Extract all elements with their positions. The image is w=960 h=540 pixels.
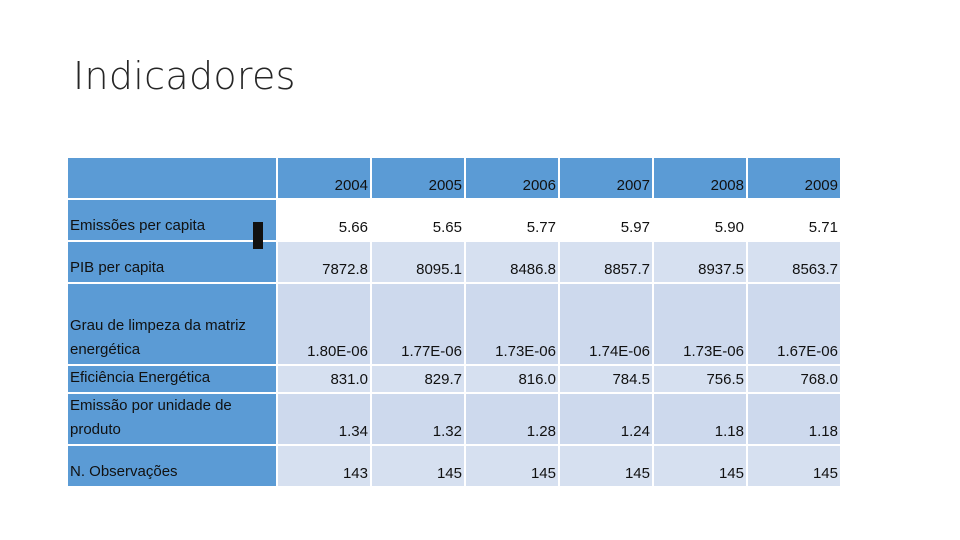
table-cell: 5.77: [466, 200, 558, 240]
table-cell: 5.90: [654, 200, 746, 240]
indicators-table: 2004 2005 2006 2007 2008 2009 Emissões p…: [66, 156, 842, 488]
table-cell: 143: [278, 446, 370, 486]
year-header: 2004: [278, 158, 370, 198]
table-cell: 829.7: [372, 366, 464, 392]
table-cell: 5.97: [560, 200, 652, 240]
table-cell: 756.5: [654, 366, 746, 392]
row-label: Eficiência Energética: [68, 366, 276, 392]
table-cell: 1.18: [654, 394, 746, 444]
table-cell: 8563.7: [748, 242, 840, 282]
table-row: PIB per capita 7872.8 8095.1 8486.8 8857…: [68, 242, 840, 282]
table-cell: 1.73E-06: [466, 284, 558, 364]
row-label: N. Observações: [68, 446, 276, 486]
table-cell: 1.74E-06: [560, 284, 652, 364]
year-header: 2007: [560, 158, 652, 198]
corner-cell: [68, 158, 276, 198]
table-cell: 7872.8: [278, 242, 370, 282]
table-row: Grau de limpeza da matriz energética 1.8…: [68, 284, 840, 364]
table-cell: 1.28: [466, 394, 558, 444]
year-header: 2008: [654, 158, 746, 198]
year-header: 2005: [372, 158, 464, 198]
table-header-row: 2004 2005 2006 2007 2008 2009: [68, 158, 840, 198]
table-row: Emissões per capita 5.66 5.65 5.77 5.97 …: [68, 200, 840, 240]
table-cell: 145: [466, 446, 558, 486]
table-cell: 145: [372, 446, 464, 486]
row-label: Grau de limpeza da matriz energética: [68, 284, 276, 364]
row-label: Emissões per capita: [68, 200, 276, 240]
table-cell: 1.24: [560, 394, 652, 444]
table-cell: 768.0: [748, 366, 840, 392]
table-cell: 5.66: [278, 200, 370, 240]
table-cell: 5.71: [748, 200, 840, 240]
year-header: 2006: [466, 158, 558, 198]
row-label: Emissão por unidade de produto: [68, 394, 276, 444]
table-cell: 1.34: [278, 394, 370, 444]
table-cell: 1.80E-06: [278, 284, 370, 364]
black-marker: [253, 222, 263, 249]
table-row: Eficiência Energética 831.0 829.7 816.0 …: [68, 366, 840, 392]
table-cell: 1.73E-06: [654, 284, 746, 364]
row-label: PIB per capita: [68, 242, 276, 282]
year-header: 2009: [748, 158, 840, 198]
table-row: Emissão por unidade de produto 1.34 1.32…: [68, 394, 840, 444]
table-row: N. Observações 143 145 145 145 145 145: [68, 446, 840, 486]
table-cell: 8486.8: [466, 242, 558, 282]
table-cell: 8937.5: [654, 242, 746, 282]
table-cell: 831.0: [278, 366, 370, 392]
table-cell: 145: [654, 446, 746, 486]
table-cell: 784.5: [560, 366, 652, 392]
table-cell: 8857.7: [560, 242, 652, 282]
table-cell: 816.0: [466, 366, 558, 392]
table-cell: 1.67E-06: [748, 284, 840, 364]
table-cell: 1.32: [372, 394, 464, 444]
table-cell: 1.18: [748, 394, 840, 444]
table-cell: 5.65: [372, 200, 464, 240]
table-cell: 8095.1: [372, 242, 464, 282]
table-cell: 145: [748, 446, 840, 486]
table-cell: 1.77E-06: [372, 284, 464, 364]
slide-title: Indicadores: [73, 54, 296, 98]
table-cell: 145: [560, 446, 652, 486]
